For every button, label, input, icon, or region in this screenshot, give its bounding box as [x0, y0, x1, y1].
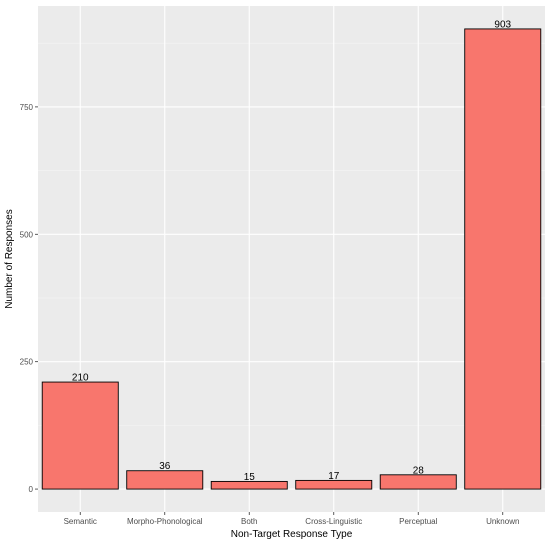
data-label: 210: [72, 373, 89, 384]
x-tick-label: Both: [241, 517, 257, 526]
x-axis: Semantic Morpho-Phonological Both Cross-Lin…: [64, 512, 519, 526]
data-label: 903: [494, 19, 511, 30]
data-labels: 210 36 15 17 28 903: [72, 19, 512, 482]
plot-panel: [38, 6, 545, 512]
y-axis-title: Number of Responses: [4, 209, 15, 309]
x-tick-label: Cross-Linguistic: [305, 517, 362, 526]
y-tick-label: 500: [20, 230, 34, 239]
data-label: 28: [413, 465, 425, 476]
x-tick-label: Morpho-Phonological: [127, 517, 203, 526]
bar-both: [210, 480, 288, 490]
data-label: 17: [328, 471, 340, 482]
bar-perceptual: [379, 474, 457, 490]
bar-cross-linguistic: [295, 479, 373, 490]
bar-semantic: [41, 381, 119, 490]
data-label: 36: [159, 461, 171, 472]
data-label: 15: [244, 472, 256, 483]
bar-morpho-phonological: [126, 470, 204, 490]
minor-gridlines: [38, 42, 545, 426]
bars: [41, 28, 542, 490]
y-tick-label: 750: [20, 103, 34, 112]
bar-unknown: [464, 28, 542, 490]
y-tick-label: 0: [29, 485, 34, 494]
y-axis: 0 250 500 750: [20, 103, 38, 494]
x-tick-label: Semantic: [64, 517, 97, 526]
x-axis-title: Non-Target Response Type: [231, 529, 353, 540]
y-tick-label: 250: [20, 358, 34, 367]
x-tick-label: Unknown: [486, 517, 519, 526]
x-tick-label: Perceptual: [399, 517, 437, 526]
